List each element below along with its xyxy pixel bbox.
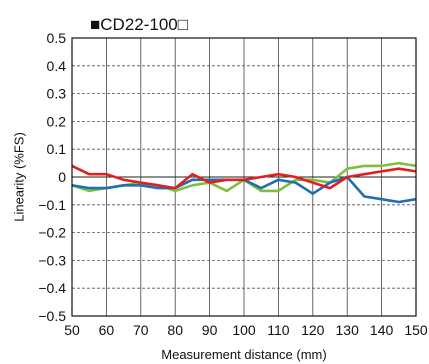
grid bbox=[72, 38, 416, 316]
chart-title: ■CD22-100□ bbox=[90, 15, 188, 34]
x-tick-label: 110 bbox=[267, 322, 290, 338]
x-axis-title: Measurement distance (mm) bbox=[161, 347, 326, 362]
y-tick-labels: 0.5 0.4 0.3 0.2 0.1 0 −0.1 −0.2 −0.3 −0.4 −0.5 bbox=[38, 30, 66, 324]
y-tick-label: 0 bbox=[58, 169, 66, 185]
x-tick-label: 100 bbox=[232, 322, 256, 338]
x-tick-label: 130 bbox=[336, 322, 360, 338]
x-tick-label: 50 bbox=[64, 322, 80, 338]
x-tick-label: 150 bbox=[404, 322, 428, 338]
y-tick-label: 0.1 bbox=[47, 141, 67, 157]
y-tick-label: −0.1 bbox=[38, 197, 66, 213]
x-tick-labels: 50 60 70 80 90 100 110 120 130 140 150 bbox=[64, 322, 428, 338]
y-tick-label: −0.3 bbox=[38, 252, 66, 268]
x-tick-label: 80 bbox=[167, 322, 183, 338]
y-tick-label: 0.5 bbox=[47, 30, 67, 46]
y-tick-label: 0.4 bbox=[47, 58, 67, 74]
series-line-3 bbox=[71, 164, 417, 190]
x-tick-label: 140 bbox=[370, 322, 394, 338]
x-tick-label: 90 bbox=[202, 322, 218, 338]
plot-frame bbox=[71, 37, 417, 317]
y-tick-label: 0.2 bbox=[47, 113, 67, 129]
y-tick-label: 0.3 bbox=[47, 86, 67, 102]
x-tick-label: 120 bbox=[301, 322, 325, 338]
y-axis-title: Linearity (%FS) bbox=[11, 132, 26, 222]
x-tick-label: 60 bbox=[99, 322, 115, 338]
y-tick-label: −0.2 bbox=[38, 225, 66, 241]
x-tick-label: 70 bbox=[133, 322, 149, 338]
y-tick-label: −0.5 bbox=[38, 308, 66, 324]
y-tick-label: −0.4 bbox=[38, 280, 66, 296]
series-lines bbox=[71, 161, 417, 204]
